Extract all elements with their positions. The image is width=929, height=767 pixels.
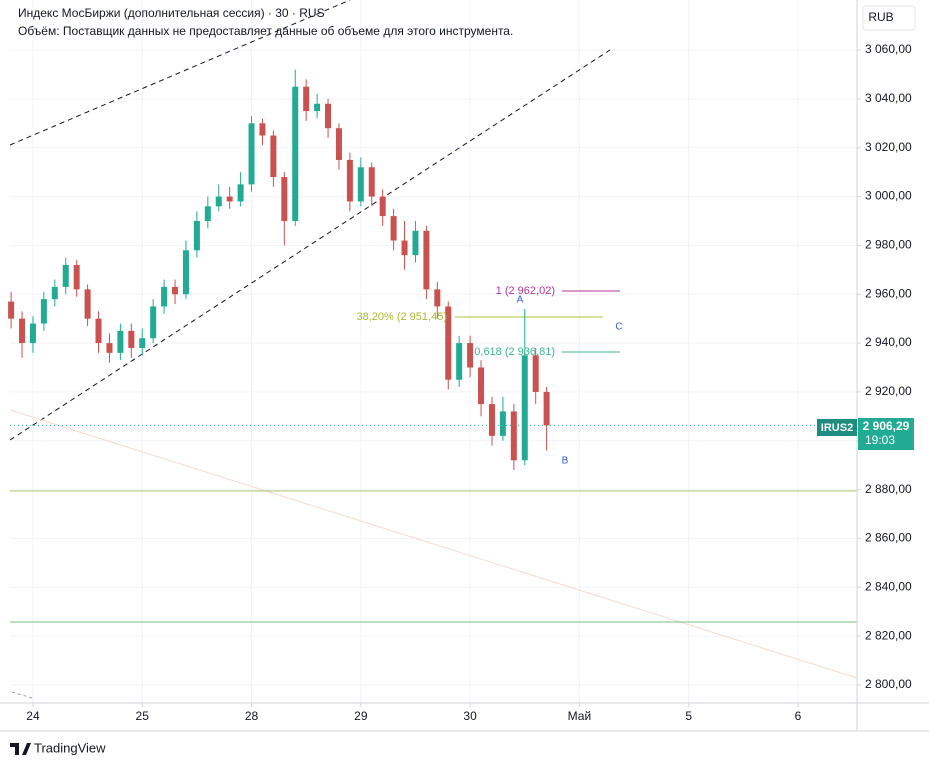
symbol-badge (817, 419, 857, 436)
wave-label: A (517, 295, 524, 306)
candle-body (499, 411, 506, 436)
candle-body (73, 264, 80, 290)
x-tick-label: 25 (136, 709, 150, 723)
candle-body (150, 306, 157, 339)
symbol: IRUS2 (821, 422, 853, 434)
candle-body (423, 230, 430, 290)
candle-body (215, 196, 222, 207)
currency-button[interactable] (862, 5, 916, 31)
brand: TradingView (34, 740, 106, 755)
candle-body (412, 230, 419, 256)
y-tick-label: 3 040,00 (865, 91, 912, 105)
candle-body (401, 240, 408, 256)
x-tick-label: 29 (354, 709, 368, 723)
grid (10, 0, 857, 703)
fib-label: 0,618 (2 936,81) (474, 346, 555, 358)
fib-label: 1 (2 962,02) (496, 285, 555, 297)
logo: TradingView (10, 740, 106, 755)
candle-body (226, 196, 233, 202)
candle-body (390, 216, 397, 241)
x-tick-label: 30 (463, 709, 477, 723)
logo-icon (10, 743, 31, 755)
candle-body (248, 123, 255, 185)
candle-body (204, 206, 211, 221)
candle-body (117, 330, 124, 353)
candle-body (95, 318, 102, 344)
candle-body (532, 355, 539, 392)
y-tick-label: 2 980,00 (865, 238, 912, 252)
candle-body (543, 391, 550, 426)
candle-body (346, 159, 353, 202)
trend-line (9, 409, 858, 679)
y-tick-label: 2 800,00 (865, 677, 912, 691)
candle-body (270, 135, 277, 178)
candle-body (368, 167, 375, 197)
y-tick-label: 3 060,00 (865, 42, 912, 56)
candle-body (29, 323, 36, 344)
trend-line (9, 0, 351, 146)
candle-body (51, 286, 58, 300)
candle-body (237, 184, 244, 202)
candle-body (128, 330, 135, 348)
candle-body (292, 86, 299, 221)
candle-body (182, 250, 189, 295)
price-badge (858, 418, 914, 450)
last-price: IRUS2 2 906,29 19:03 (817, 418, 914, 450)
fib-label: 38,20% (2 951,45) (356, 311, 447, 323)
x-tick-label: 6 (795, 709, 802, 723)
candle-body (161, 286, 168, 307)
candle-body (8, 301, 15, 319)
y-tick-label: 2 820,00 (865, 628, 912, 642)
candle-body (62, 264, 69, 287)
candle-body (193, 220, 200, 251)
wave-label: B (562, 456, 569, 467)
candle-body (325, 103, 332, 129)
candle-body (139, 338, 146, 348)
candle-body (478, 367, 485, 405)
x-tick-label: 5 (685, 709, 692, 723)
candles (8, 69, 857, 471)
currency[interactable]: RUB (868, 10, 893, 24)
y-tick-label: 2 940,00 (865, 335, 912, 349)
y-tick-label: 3 020,00 (865, 140, 912, 154)
last-price-label: 2 906,29 (863, 419, 910, 433)
candle-body (172, 286, 179, 295)
y-tick-label: 2 860,00 (865, 531, 912, 545)
wave-label: C (615, 322, 622, 333)
candle-body (357, 167, 364, 202)
candle-body (335, 128, 342, 160)
candle-body (281, 177, 288, 221)
candle-body (106, 343, 113, 353)
trend-line (9, 49, 611, 441)
candle-body (40, 299, 47, 324)
y-tick-label: 2 920,00 (865, 384, 912, 398)
chart-subtitle: Объём: Поставщик данных не предоставляет… (18, 24, 513, 38)
candle-body (456, 343, 463, 380)
countdown: 19:03 (865, 433, 895, 447)
candle-body (379, 196, 386, 217)
candle-body (445, 306, 452, 380)
candle-body (259, 123, 266, 136)
candle-body (510, 411, 517, 461)
candle-body (467, 343, 474, 368)
y-tick-label: 2 880,00 (865, 482, 912, 496)
x-tick-label: 24 (26, 709, 40, 723)
x-tick-label: 28 (245, 709, 259, 723)
y-tick-label: 3 000,00 (865, 189, 912, 203)
candle-body (314, 103, 321, 112)
candle-body (488, 404, 495, 436)
x-tick-label: Май (568, 709, 592, 723)
candle-body (303, 86, 310, 112)
candle-body (84, 289, 91, 319)
axes: 2 800,00 2 820,00 2 840,00 2 860,00 2 880,00… (26, 42, 912, 723)
candle-body (19, 318, 26, 344)
y-tick-label: 2 960,00 (865, 286, 912, 300)
y-tick-label: 2 840,00 (865, 579, 912, 593)
candle-body (521, 355, 528, 461)
candle-body (434, 289, 441, 307)
chart-title: Индекс МосБиржи (дополнительная сессия) … (18, 6, 325, 20)
